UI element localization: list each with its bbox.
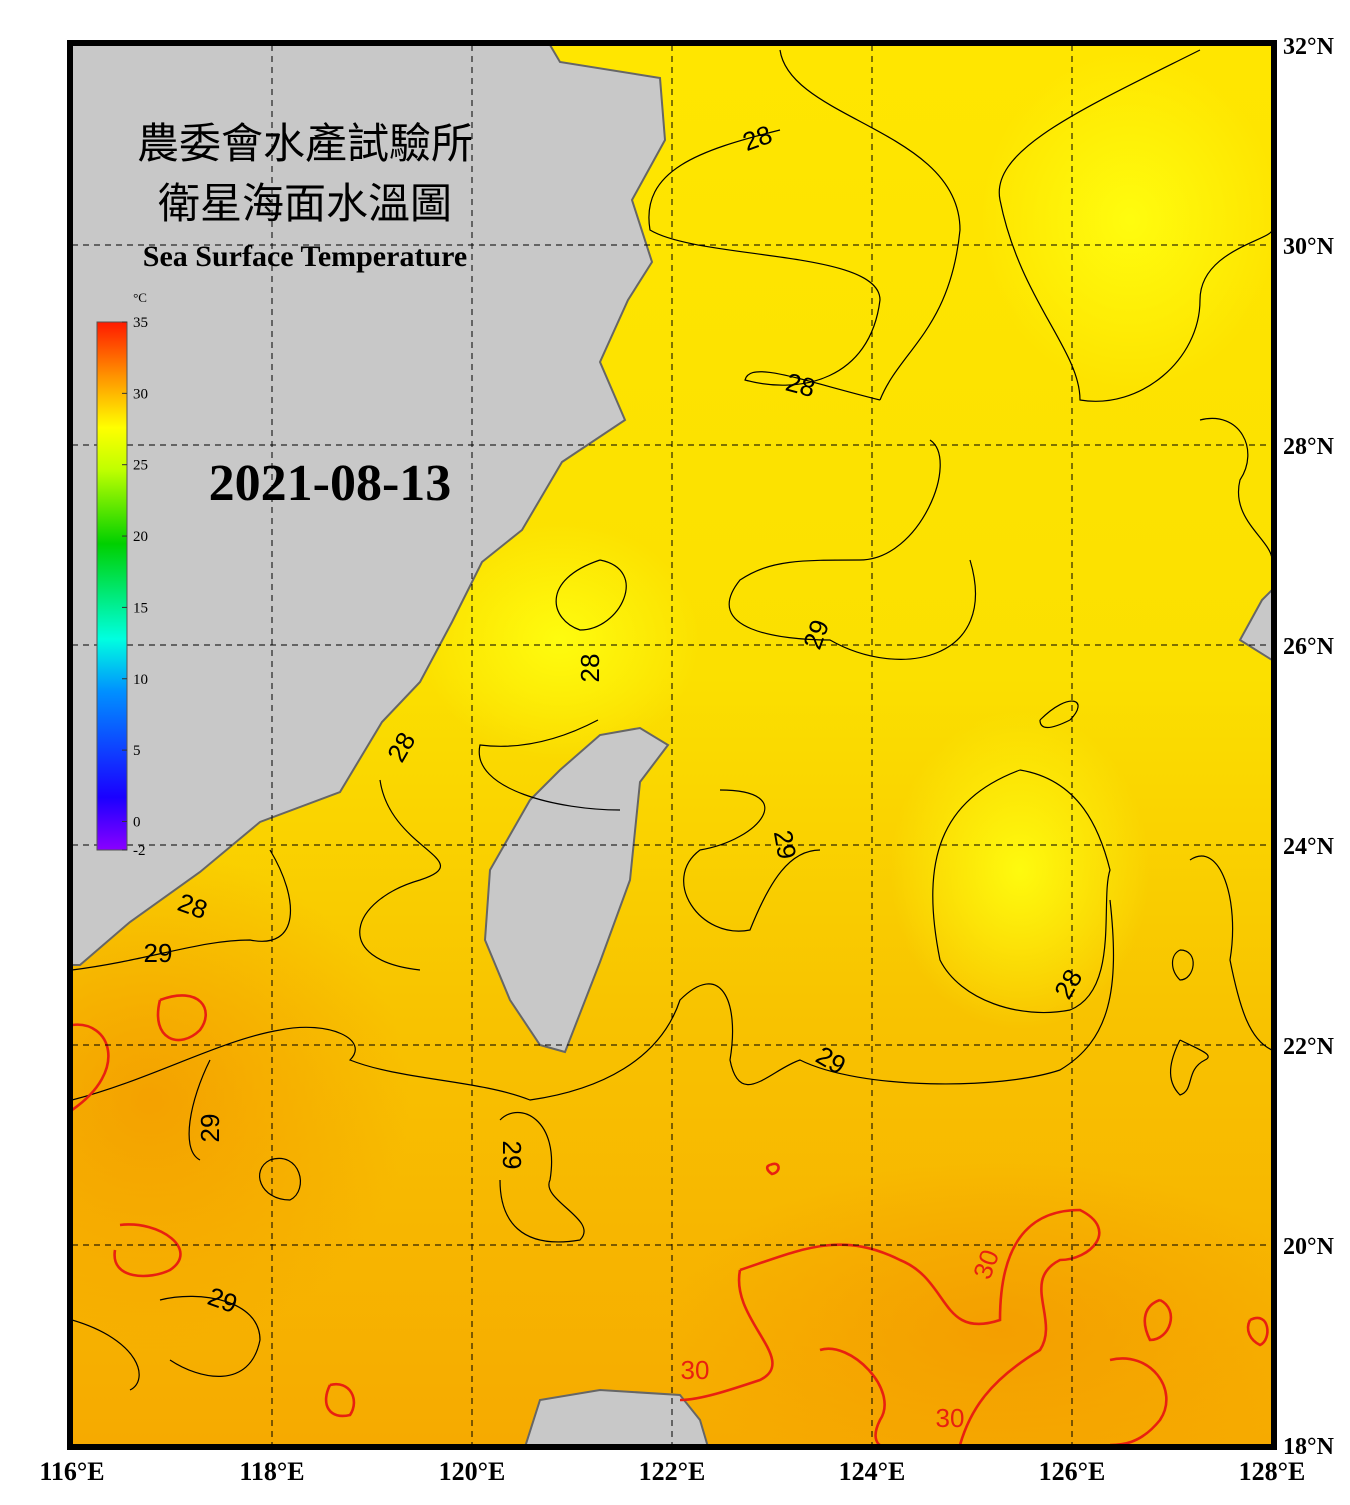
contour-label: 29 [195,1114,225,1143]
mainland [72,45,667,966]
lat-label: 20°N [1283,1234,1335,1260]
colorbar-tick-label: 5 [133,743,141,759]
lon-label: 122°E [639,1457,706,1486]
colorbar-tick-label: 30 [133,386,148,402]
contour-label: 29 [144,938,173,968]
lat-label: 24°N [1283,834,1335,860]
cool-area [420,520,700,760]
lat-label: 30°N [1283,234,1335,260]
contour-label: 29 [497,1141,527,1170]
warm-area [670,1160,1272,1445]
luzon [524,1388,709,1445]
lon-label: 120°E [439,1457,506,1486]
cool-area [980,50,1272,390]
colorbar-tick-label: 15 [133,600,148,616]
contours-red [72,994,1269,1445]
axis-labels: 116°E 118°E 120°E 122°E 124°E 126°E 128°E18°N 2… [39,34,1334,1486]
colorbar-tick-label: 35 [133,315,148,331]
lon-label: 126°E [1039,1457,1106,1486]
taiwan [483,726,670,1054]
title-zh: 農委會水產試驗所 [137,121,473,168]
graticule [72,45,1272,1445]
warm-area [72,850,410,1350]
colorbar-tick-label: 10 [133,672,148,688]
contour-label: 29 [768,828,803,862]
title-en: Sea Surface Temperature [143,240,467,273]
title-zh: 衛星海面水溫圖 [158,182,452,228]
island [1238,588,1272,662]
colorbar-unit: °C [133,290,147,305]
date: 2021-08-13 [209,455,452,512]
contour-label: 28 [575,654,605,683]
contours-black [72,49,1272,1391]
lat-label: 22°N [1283,1034,1335,1060]
contour-label: 30 [936,1403,965,1433]
contour-label: 30 [681,1355,710,1385]
colorbar-tick-label: 20 [133,529,148,545]
colorbar-ticks: 35 30 25 20 15 10 5 0 -2 [122,315,148,859]
colorbar-tick-label: -2 [133,843,146,859]
cool-area [890,710,1150,1030]
colorbar-tick-label: 25 [133,458,148,474]
frame [67,40,1277,1450]
lat-label: 26°N [1283,634,1335,660]
lat-label: 28°N [1283,434,1335,460]
lon-label: 116°E [39,1457,104,1486]
colorbar [96,321,128,851]
lat-label: 32°N [1283,34,1335,60]
lon-label: 124°E [839,1457,906,1486]
lat-label: 18°N [1283,1434,1335,1460]
colorbar-tick-label: 0 [133,814,141,830]
lon-label: 128°E [1239,1457,1306,1486]
lon-label: 118°E [239,1457,304,1486]
